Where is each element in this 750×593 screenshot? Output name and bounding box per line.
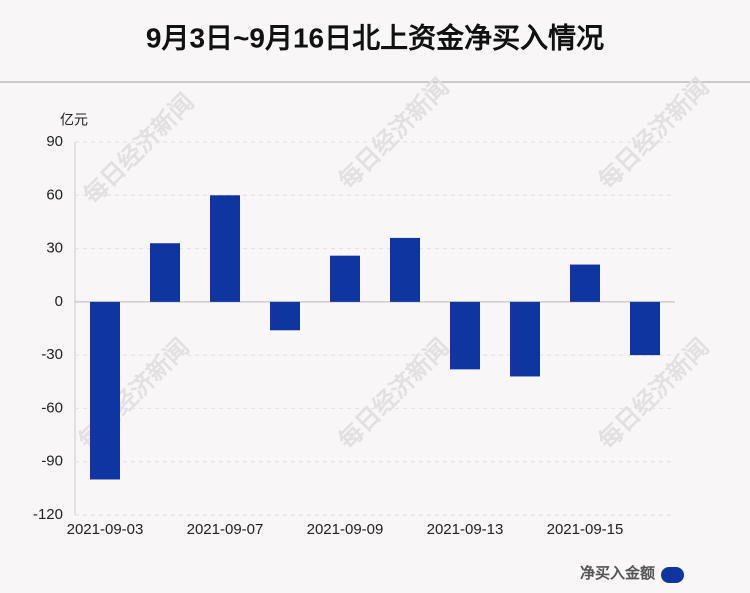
bar [270,301,300,331]
bar [570,264,600,302]
unit-label: 亿元 [60,112,88,128]
bar [330,255,360,302]
y-tick-label: 60 [46,186,63,203]
y-tick-label: -30 [41,346,63,363]
bar [390,237,420,302]
bar [210,195,240,302]
x-tick-label: 2021-09-03 [67,521,144,538]
legend-swatch [661,567,684,583]
y-tick-label: 90 [46,133,63,150]
x-tick-label: 2021-09-15 [547,521,624,538]
chart-title: 9月3日~9月16日北上资金净买入情况 [146,21,604,53]
bar [90,301,120,480]
y-tick-label: -120 [33,506,63,523]
y-tick-label: -90 [41,453,63,470]
x-tick-label: 2021-09-07 [187,521,264,538]
y-tick-label: 0 [55,293,63,310]
bar [510,301,540,377]
bar [450,301,480,370]
legend-label: 净买入金额 [580,564,655,582]
y-tick-label: -60 [41,399,63,416]
y-tick-label: 30 [46,240,63,257]
x-tick-label: 2021-09-13 [427,521,504,538]
bar [150,243,180,302]
x-tick-label: 2021-09-09 [307,521,384,538]
bar [630,301,660,356]
